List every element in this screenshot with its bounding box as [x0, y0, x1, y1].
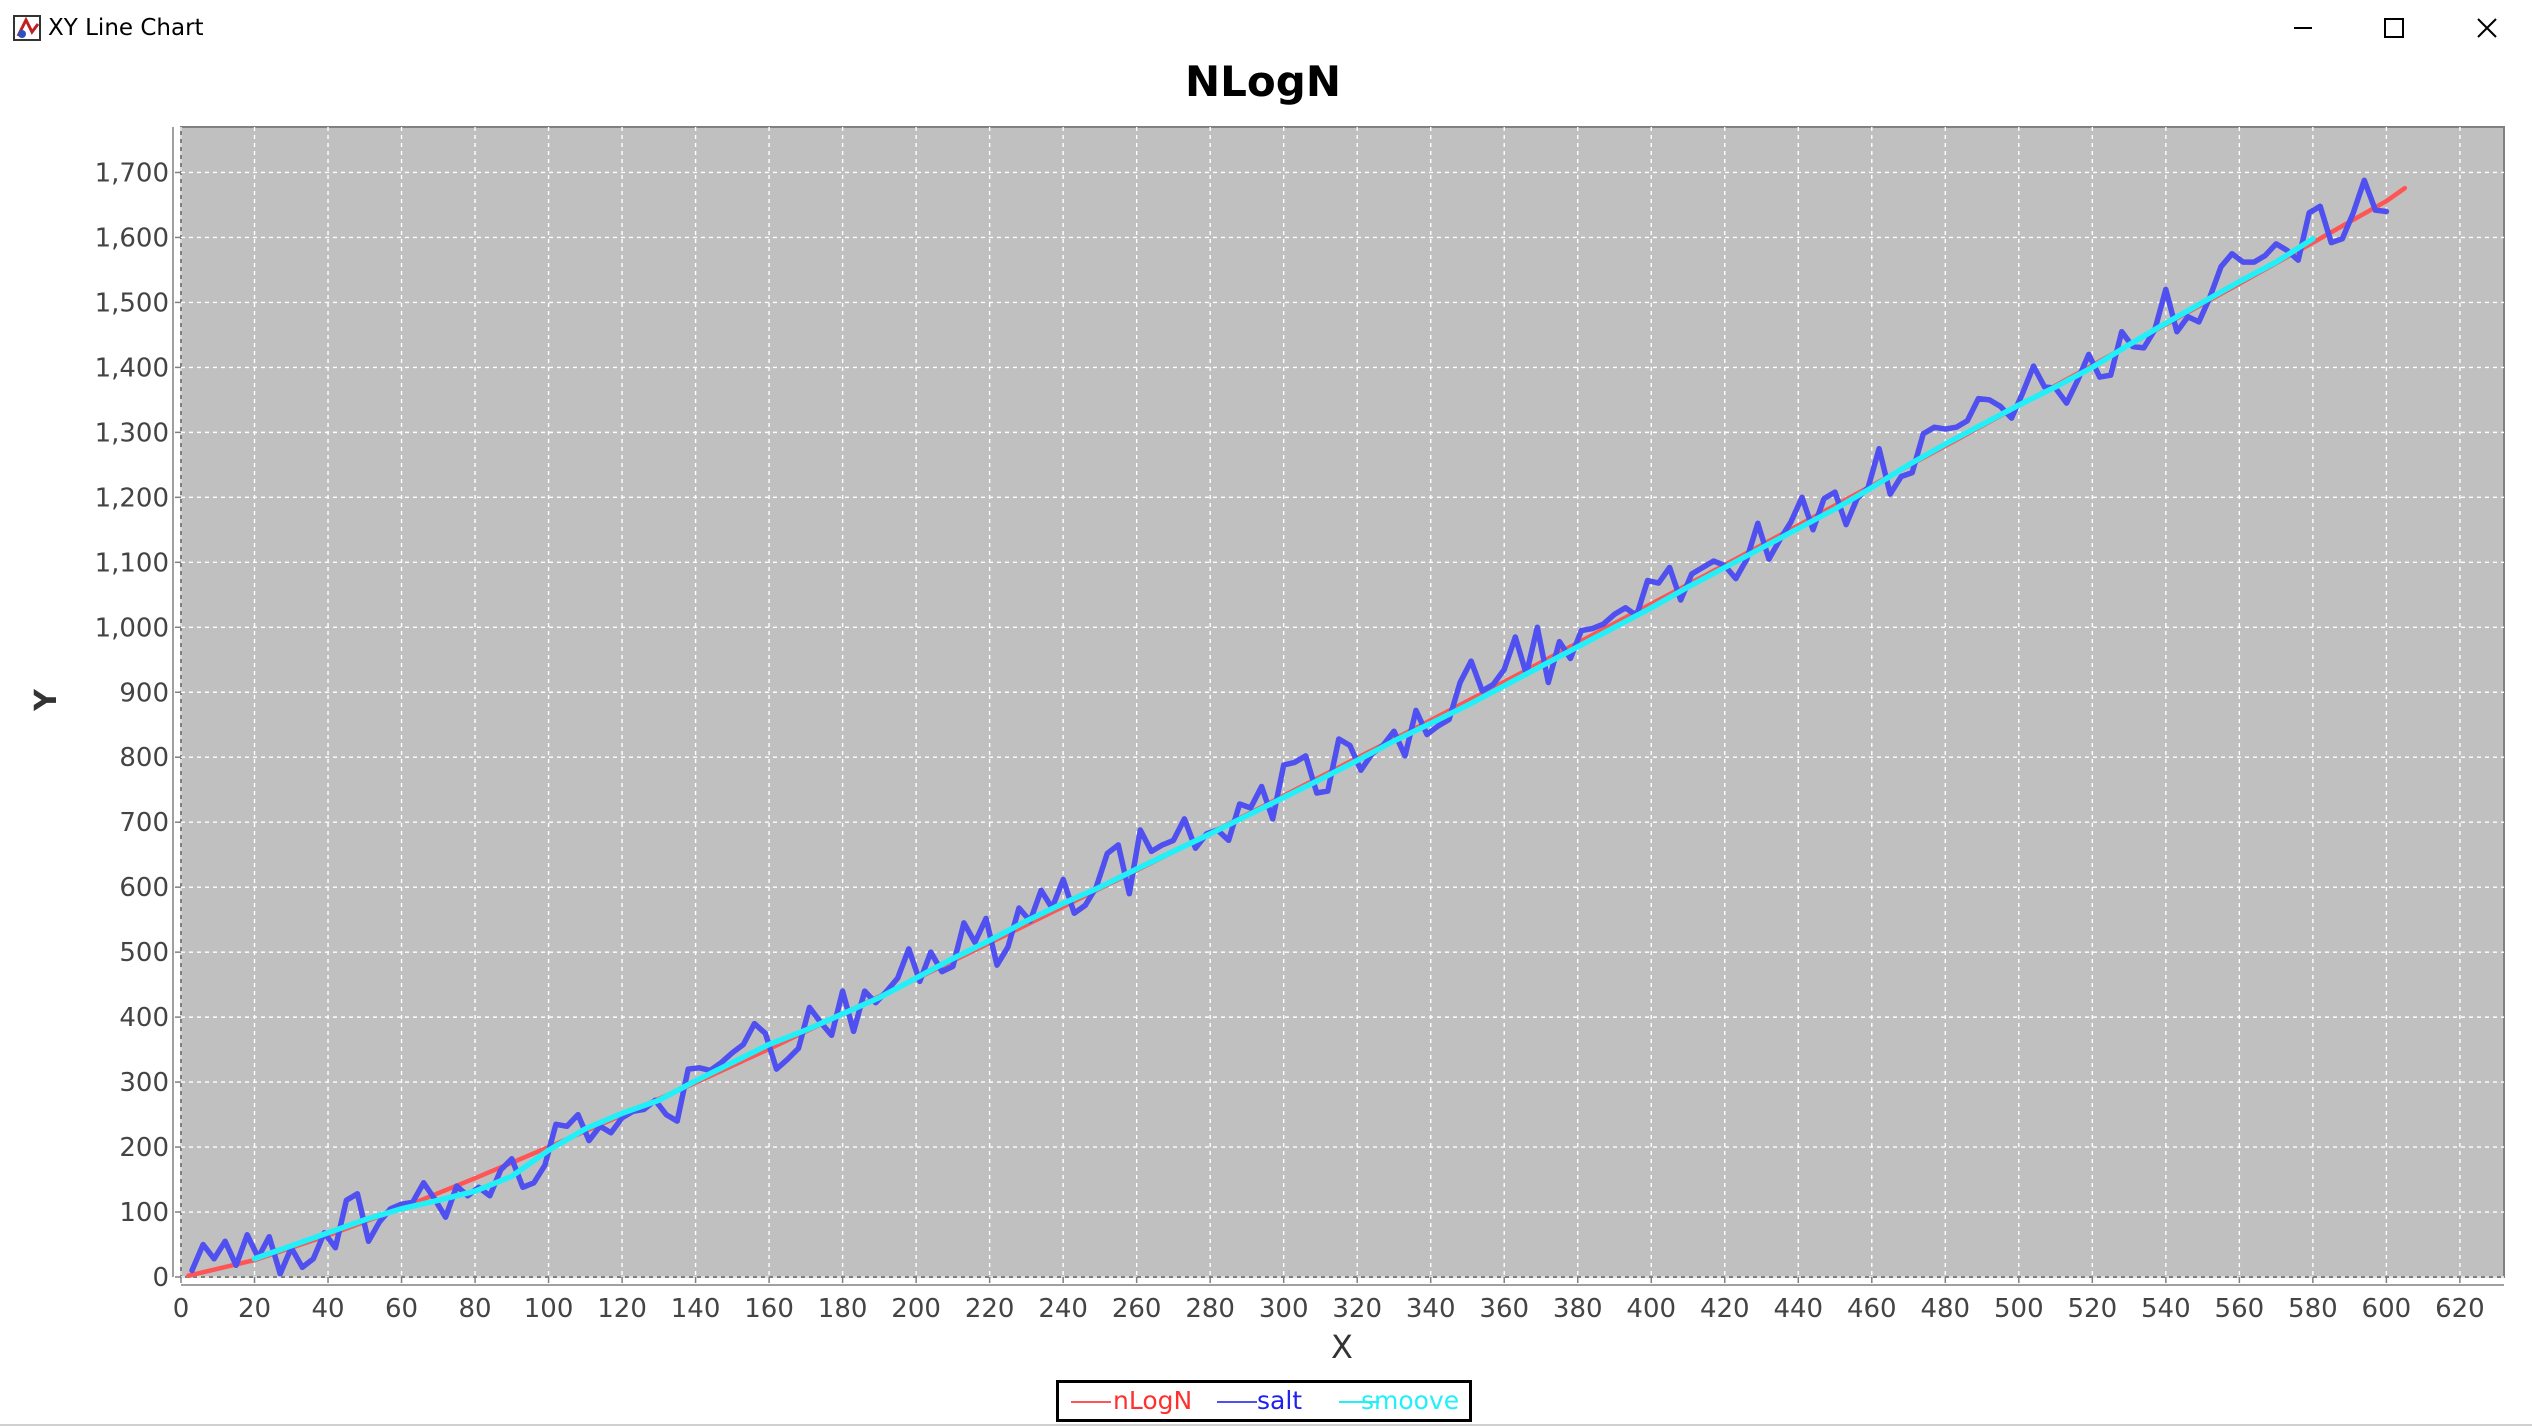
- x-tick-label: 160: [744, 1294, 794, 1324]
- y-tick-label: 1,700: [95, 158, 169, 188]
- x-tick-label: 220: [965, 1294, 1015, 1324]
- axes: 0 20 40 60 80 100 120 140 160 180 200 220 240 260 280 3…: [95, 127, 2504, 1324]
- x-tick-label: 80: [459, 1294, 492, 1324]
- x-tick-label: 340: [1406, 1294, 1456, 1324]
- plot-area: [180, 126, 2505, 1278]
- x-tick-label: 360: [1479, 1294, 1529, 1324]
- x-tick-label: 0: [173, 1294, 190, 1324]
- legend-item-smoove: smoove: [1361, 1386, 1460, 1415]
- y-tick-label: 600: [119, 873, 169, 903]
- chart-legend: nLogN salt smoove: [1056, 1380, 1472, 1422]
- y-axis-label: Y: [29, 688, 64, 712]
- x-tick-label: 280: [1185, 1294, 1235, 1324]
- series-line-salt: [189, 177, 2390, 1277]
- x-tick-label: 260: [1112, 1294, 1162, 1324]
- x-tick-label: 140: [671, 1294, 721, 1324]
- x-tick-label: 100: [524, 1294, 574, 1324]
- x-tick-label: 560: [2215, 1294, 2265, 1324]
- x-tick-label: 180: [818, 1294, 868, 1324]
- window-title: XY Line Chart: [48, 15, 204, 41]
- chart-canvas: NLogN 0 20 40 60 80 100 120 140 160 180 200 220 240 2…: [29, 57, 2505, 1366]
- x-tick-label: 300: [1259, 1294, 1309, 1324]
- x-tick-label: 20: [238, 1294, 271, 1324]
- grid-lines: [180, 127, 2504, 1278]
- title-bar[interactable]: XY Line Chart: [0, 0, 2532, 56]
- close-icon: [2477, 18, 2497, 38]
- y-tick-label: 1,100: [95, 548, 169, 578]
- y-tick-label: 800: [119, 743, 169, 773]
- x-tick-label: 200: [891, 1294, 941, 1324]
- y-tick-label: 300: [119, 1068, 169, 1098]
- x-tick-label: 600: [2362, 1294, 2412, 1324]
- x-tick-label: 620: [2435, 1294, 2485, 1324]
- x-tick-label: 400: [1626, 1294, 1676, 1324]
- legend-item-nlogn: nLogN: [1113, 1386, 1193, 1415]
- legend-swatch-nlogn: [1071, 1401, 1111, 1403]
- y-tick-label: 700: [119, 808, 169, 838]
- maximize-button[interactable]: [2348, 0, 2440, 56]
- y-tick-label: 400: [119, 1003, 169, 1033]
- x-tick-label: 580: [2288, 1294, 2338, 1324]
- x-tick-label: 320: [1332, 1294, 1382, 1324]
- x-tick-label: 480: [1920, 1294, 1970, 1324]
- legend-swatch-smoove: [1339, 1401, 1379, 1403]
- legend-item-salt: salt: [1257, 1386, 1303, 1415]
- y-tick-label: 1,000: [95, 613, 169, 643]
- x-tick-label: 120: [597, 1294, 647, 1324]
- y-tick-label: 1,500: [95, 288, 169, 318]
- y-tick-label: 200: [119, 1133, 169, 1163]
- x-tick-label: 460: [1847, 1294, 1897, 1324]
- x-tick-label: 40: [311, 1294, 344, 1324]
- y-tick-label: 1,400: [95, 353, 169, 383]
- y-tick-label: 500: [119, 938, 169, 968]
- y-tick-label: 900: [119, 678, 169, 708]
- x-tick-label: 60: [385, 1294, 418, 1324]
- x-tick-label: 240: [1038, 1294, 1088, 1324]
- y-tick-label: 1,200: [95, 483, 169, 513]
- series-lines: [186, 177, 2408, 1278]
- x-tick-label: 520: [2068, 1294, 2118, 1324]
- x-tick-label: 380: [1553, 1294, 1603, 1324]
- x-tick-label: 500: [1994, 1294, 2044, 1324]
- x-tick-label: 540: [2141, 1294, 2191, 1324]
- series-line-smoove: [251, 236, 2316, 1262]
- y-tick-label: 0: [152, 1263, 169, 1293]
- y-tick-label: 1,300: [95, 418, 169, 448]
- x-tick-label: 420: [1700, 1294, 1750, 1324]
- x-axis-label: X: [1331, 1328, 1353, 1366]
- x-tick-label: 440: [1773, 1294, 1823, 1324]
- window-bottom-edge: [0, 1424, 2532, 1426]
- legend-swatch-salt: [1217, 1401, 1257, 1403]
- minimize-button[interactable]: [2256, 0, 2348, 56]
- minimize-icon: [2294, 27, 2312, 29]
- close-button[interactable]: [2440, 0, 2532, 56]
- chart-title: NLogN: [1185, 57, 1341, 106]
- java-app-icon: [12, 12, 44, 44]
- y-tick-label: 100: [119, 1198, 169, 1228]
- maximize-icon: [2384, 18, 2404, 38]
- y-tick-label: 1,600: [95, 223, 169, 253]
